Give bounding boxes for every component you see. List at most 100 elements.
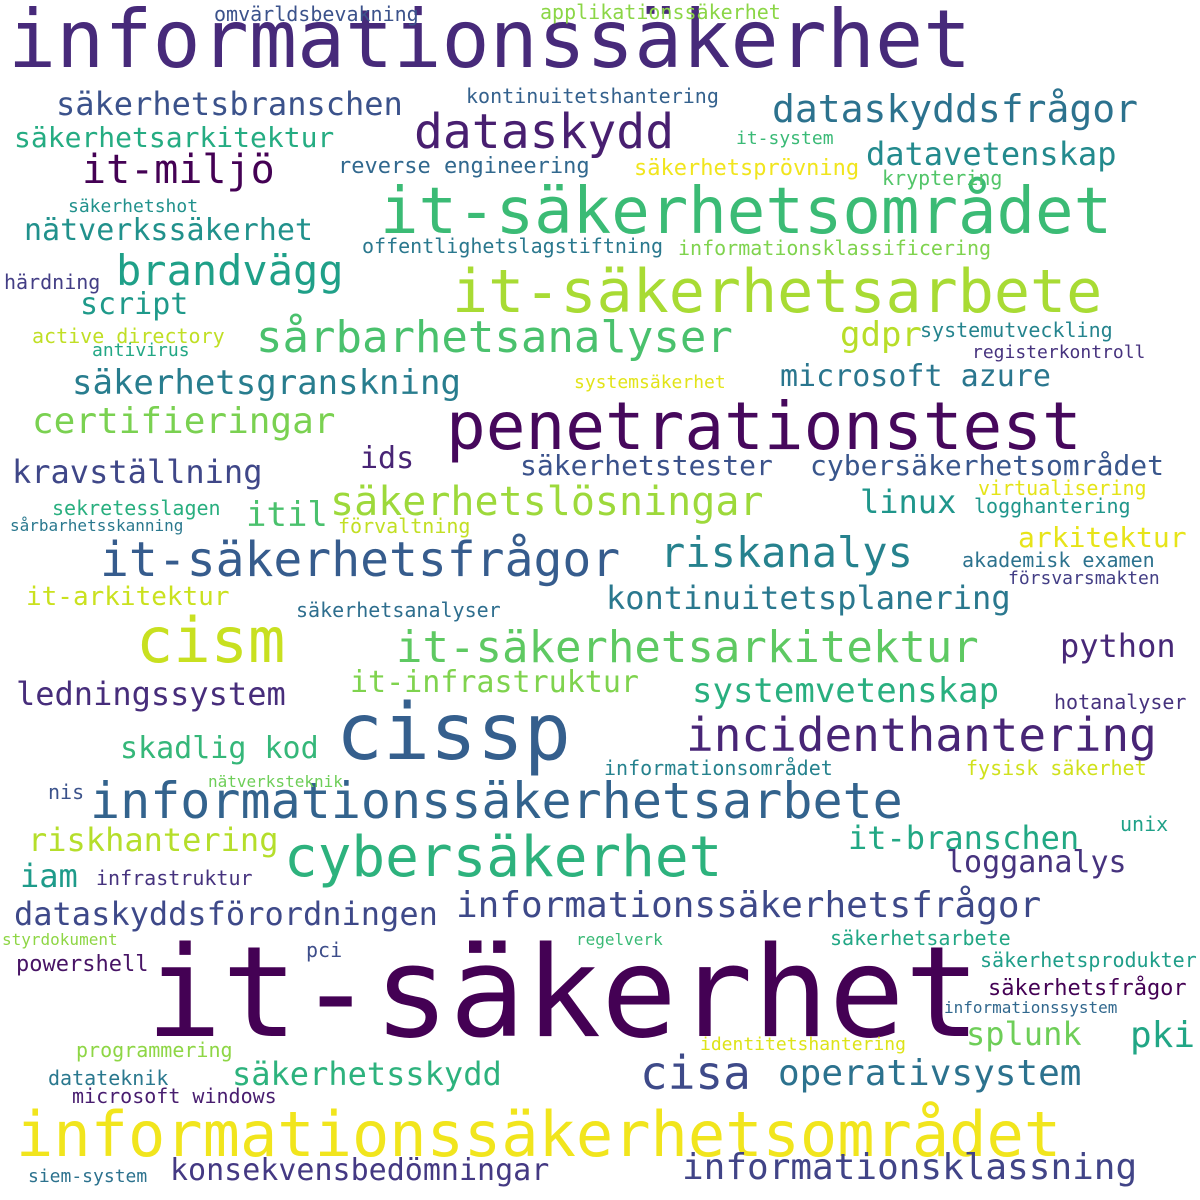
cloud-word: offentlighetslagstiftning — [362, 234, 664, 258]
cloud-word: linux — [860, 483, 957, 521]
cloud-word: cybersäkerhet — [284, 825, 723, 890]
cloud-word: it-system — [736, 128, 834, 149]
cloud-word: datavetenskap — [866, 135, 1117, 173]
cloud-word: informationssäkerhetsfrågor — [456, 885, 1042, 926]
cloud-word: informationssäkerhet — [8, 0, 972, 86]
cloud-word: systemsäkerhet — [574, 372, 726, 393]
cloud-word: cissp — [336, 688, 571, 778]
cloud-word: säkerhetsprodukter — [980, 948, 1197, 972]
cloud-word: informationssäkerhetsområdet — [16, 1098, 1062, 1171]
cloud-word: nis — [48, 780, 85, 804]
cloud-word: akademisk examen — [962, 548, 1155, 572]
cloud-word: datateknik — [48, 1066, 169, 1090]
cloud-word: säkerhetstester — [520, 449, 773, 482]
cloud-word: omvärldsbevakning — [214, 2, 419, 26]
cloud-word: it-miljö — [82, 147, 275, 193]
cloud-word: konsekvensbedömningar — [170, 1153, 550, 1188]
cloud-word: it-säkerhetsarkitektur — [396, 622, 979, 673]
cloud-word: iam — [20, 857, 78, 895]
cloud-word: säkerhetsprövning — [634, 156, 860, 181]
cloud-word: förvaltning — [338, 514, 471, 538]
cloud-word: kravställning — [12, 453, 263, 491]
cloud-word: python — [1060, 627, 1176, 665]
cloud-word: it-säkerhetsfrågor — [100, 532, 621, 588]
cloud-word: säkerhetshot — [68, 196, 199, 217]
cloud-word: kontinuitetsplanering — [606, 579, 1011, 617]
cloud-word: regelverk — [576, 930, 663, 949]
cloud-word: härdning — [4, 270, 101, 294]
cloud-word: riskhantering — [28, 821, 279, 859]
cloud-word: informationssystem — [944, 998, 1118, 1017]
cloud-word: infrastruktur — [96, 866, 253, 890]
cloud-word: sårbarhetsanalyser — [256, 312, 733, 363]
cloud-word: identitetshantering — [700, 1034, 906, 1055]
cloud-word: it-branschen — [848, 819, 1080, 857]
cloud-word: säkerhetsskydd — [232, 1055, 502, 1093]
cloud-word: riskanalys — [660, 528, 913, 577]
cloud-word: hotanalyser — [1054, 690, 1187, 714]
cloud-word: unix — [1120, 812, 1169, 836]
cloud-word: säkerhetsbranschen — [56, 85, 403, 123]
cloud-word: kryptering — [882, 166, 1003, 190]
cloud-word: cybersäkerhetsområdet — [810, 449, 1165, 482]
cloud-word: informationsklassificering — [678, 236, 992, 260]
cloud-word: incidenthantering — [686, 708, 1157, 762]
cloud-word: säkerhetsarbete — [830, 926, 1011, 950]
cloud-word: penetrationstest — [446, 388, 1082, 465]
cloud-word: splunk — [966, 1015, 1082, 1053]
cloud-word: pci — [306, 938, 343, 962]
cloud-word: cisa — [640, 1046, 751, 1100]
cloud-word: siem-system — [28, 1166, 148, 1187]
cloud-word: logghantering — [974, 494, 1131, 518]
cloud-word: pki — [1130, 1015, 1196, 1056]
cloud-word: dataskydd — [414, 104, 675, 160]
cloud-word: it-säkerhetsområdet — [380, 175, 1113, 249]
cloud-word: skadlig kod — [120, 731, 319, 766]
cloud-word: nätverksteknik — [208, 772, 343, 791]
cloud-word: dataskyddsförordningen — [14, 895, 438, 933]
cloud-word: informationsklassning — [682, 1147, 1138, 1188]
cloud-word: kontinuitetshantering — [466, 84, 719, 108]
cloud-word: it-säkerhetsarbete — [452, 257, 1103, 327]
cloud-word: microsoft azure — [780, 359, 1051, 394]
cloud-word: sårbarhetsskanning — [10, 516, 184, 535]
cloud-word: microsoft windows — [72, 1084, 277, 1108]
cloud-word: antivirus — [92, 340, 190, 361]
cloud-word: script — [80, 287, 189, 322]
cloud-word: certifieringar — [32, 401, 336, 442]
cloud-word: säkerhetsanalyser — [296, 598, 501, 622]
cloud-word: reverse engineering — [338, 154, 590, 179]
cloud-word: operativsystem — [778, 1053, 1082, 1094]
cloud-word: arkitektur — [1018, 521, 1187, 554]
cloud-word: säkerhetsarkitektur — [14, 121, 335, 154]
cloud-word: logganalys — [946, 845, 1127, 880]
cloud-word: säkerhetsfrågor — [988, 976, 1187, 1001]
cloud-word: fysisk säkerhet — [966, 756, 1147, 780]
cloud-word: gdpr — [840, 315, 922, 355]
cloud-word: nätverkssäkerhet — [24, 213, 313, 248]
cloud-word: försvarsmakten — [1008, 568, 1160, 589]
cloud-word: virtualisering — [978, 476, 1147, 500]
cloud-word: säkerhetslösningar — [330, 479, 764, 525]
cloud-word: styrdokument — [2, 930, 118, 949]
cloud-word: systemutveckling — [920, 318, 1113, 342]
cloud-word: systemvetenskap — [692, 671, 1000, 711]
cloud-word: säkerhetsgranskning — [72, 363, 461, 403]
cloud-word: informationssäkerhetsarbete — [90, 772, 903, 830]
cloud-word: it-säkerhet — [146, 919, 981, 1066]
cloud-word: applikationssäkerhet — [540, 0, 781, 24]
cloud-word: brandvägg — [116, 246, 344, 295]
cloud-word: dataskyddsfrågor — [772, 87, 1139, 131]
cloud-word: it-infrastruktur — [350, 665, 639, 700]
cloud-word: it-arkitektur — [26, 582, 230, 612]
cloud-word: cism — [136, 604, 286, 677]
cloud-word: programmering — [76, 1038, 233, 1062]
cloud-word: sekretesslagen — [52, 496, 221, 520]
cloud-word: ledningssystem — [16, 675, 286, 713]
cloud-word: itil — [246, 495, 328, 535]
cloud-word: powershell — [16, 952, 149, 977]
cloud-word: ids — [360, 441, 415, 476]
cloud-word: registerkontroll — [972, 342, 1146, 363]
cloud-word: informationsområdet — [604, 756, 833, 780]
